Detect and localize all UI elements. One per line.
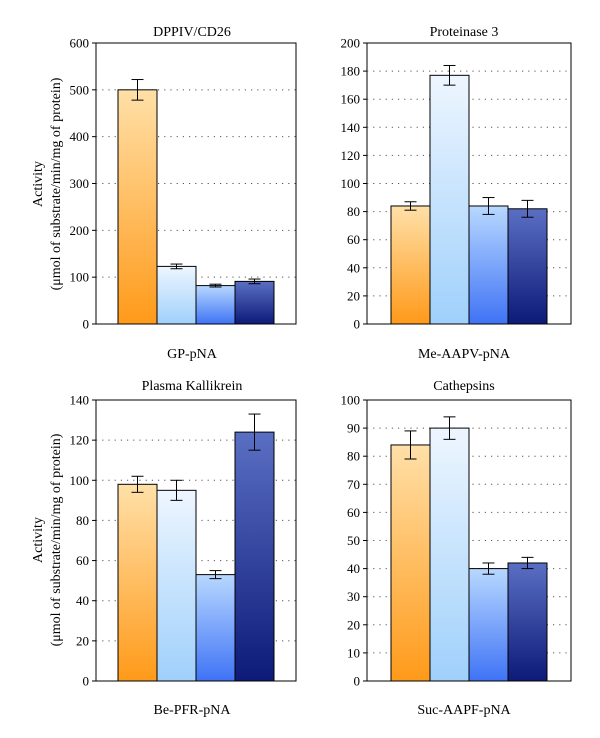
y-tick-label: 60 xyxy=(347,505,360,520)
y-tick-label: 100 xyxy=(70,473,90,488)
y-tick-label: 500 xyxy=(70,82,90,97)
panel-title-cathepsins: Cathepsins xyxy=(433,379,494,394)
bar xyxy=(156,265,197,325)
y-tick-label: 100 xyxy=(70,270,90,285)
ylabel-bottom-line1: Activity xyxy=(31,517,46,563)
y-tick-label: 100 xyxy=(341,176,361,191)
error-bar xyxy=(443,416,456,440)
error-bar xyxy=(209,570,222,580)
error-bar xyxy=(170,479,183,501)
error-bar xyxy=(482,562,495,575)
bar xyxy=(156,489,197,682)
bar xyxy=(234,431,275,682)
y-tick-label: 0 xyxy=(354,317,361,332)
bar xyxy=(234,280,275,325)
bar xyxy=(195,574,236,682)
y-tick-label: 400 xyxy=(70,129,90,144)
panel-dppiv: 0 100 200 300 400 500 600 xyxy=(70,36,297,332)
bar xyxy=(468,568,509,682)
bar xyxy=(429,74,470,325)
y-tick-label: 50 xyxy=(347,533,360,548)
y-tick-label: 70 xyxy=(347,477,360,492)
y-tick-label: 120 xyxy=(70,433,90,448)
error-bar xyxy=(248,278,261,285)
y-tick-label: 200 xyxy=(70,223,90,238)
y-tick-label: 600 xyxy=(70,36,90,51)
bar xyxy=(390,205,431,325)
y-tick-label: 120 xyxy=(341,148,361,163)
error-bar xyxy=(404,201,417,211)
y-tick-label: 160 xyxy=(341,92,361,107)
y-tick-label: 90 xyxy=(347,421,360,436)
y-tick-label: 40 xyxy=(76,593,89,608)
y-tick-label: 60 xyxy=(76,553,89,568)
y-tick-label: 140 xyxy=(70,393,90,408)
panel-title-plasma-kallikrein: Plasma Kallikrein xyxy=(142,379,243,394)
y-tick-label: 20 xyxy=(76,633,89,648)
y-tick-label: 200 xyxy=(341,36,361,51)
error-bar xyxy=(131,79,144,101)
y-tick-label: 140 xyxy=(341,120,361,135)
y-tick-label: 10 xyxy=(347,645,360,660)
error-bar xyxy=(521,199,534,218)
y-tick-label: 30 xyxy=(347,589,360,604)
ylabel-top-line2: (μmol of substrate/min/mg of protein) xyxy=(49,77,64,290)
y-tick-label: 60 xyxy=(347,232,360,247)
ylabel-top-line1: Activity xyxy=(31,161,46,207)
bar xyxy=(117,483,158,682)
y-tick-label: 180 xyxy=(341,64,361,79)
error-bar xyxy=(209,283,222,288)
bar xyxy=(507,208,548,325)
y-tick-label: 0 xyxy=(354,674,361,689)
panel-xlabel-dppiv: GP-pNA xyxy=(167,347,218,362)
y-tick-label: 80 xyxy=(347,449,360,464)
panel-cathepsins: 0 10 20 30 40 50 60 70 80 90 100 xyxy=(341,393,572,689)
panel-proteinase3: 0 20 40 60 80 100 120 140 160 180 200 xyxy=(341,36,572,332)
ylabel-bottom-line2: (μmol of substrate/min/mg of protein) xyxy=(49,433,64,646)
y-tick-label: 40 xyxy=(347,561,360,576)
error-bar xyxy=(443,64,456,86)
bar xyxy=(468,205,509,325)
y-tick-label: 20 xyxy=(347,288,360,303)
y-tick-label: 100 xyxy=(341,393,361,408)
bar xyxy=(507,562,548,682)
y-tick-label: 0 xyxy=(83,317,90,332)
y-tick-label: 40 xyxy=(347,260,360,275)
y-tick-label: 80 xyxy=(76,513,89,528)
error-bar xyxy=(170,263,183,270)
bar xyxy=(195,285,236,325)
bar xyxy=(390,444,431,682)
panel-xlabel-proteinase3: Me-AAPV-pNA xyxy=(418,347,511,362)
error-bar xyxy=(482,197,495,215)
error-bar xyxy=(248,413,261,451)
bar xyxy=(429,427,470,682)
bar xyxy=(117,89,158,325)
y-tick-label: 20 xyxy=(347,617,360,632)
panel-xlabel-plasma-kallikrein: Be-PFR-pNA xyxy=(153,703,231,718)
panel-xlabel-cathepsins: Suc-AAPF-pNA xyxy=(417,703,511,718)
error-bar xyxy=(404,430,417,460)
y-tick-label: 80 xyxy=(347,204,360,219)
y-tick-label: 300 xyxy=(70,176,90,191)
panel-plasma-kallikrein: 0 20 40 60 80 100 120 140 xyxy=(70,393,297,689)
error-bar xyxy=(521,556,534,570)
error-bar xyxy=(131,475,144,493)
y-tick-label: 0 xyxy=(83,674,90,689)
panel-title-proteinase3: Proteinase 3 xyxy=(430,25,499,40)
panel-title-dppiv: DPPIV/CD26 xyxy=(153,25,231,40)
